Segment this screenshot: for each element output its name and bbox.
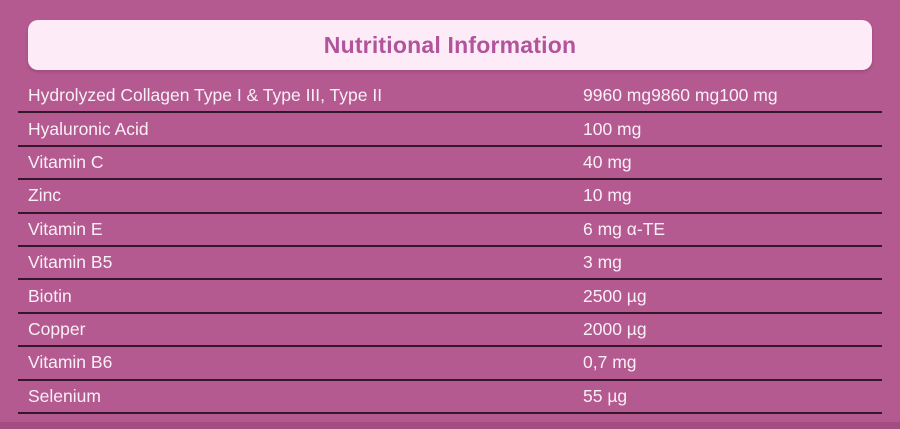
nutrient-name: Vitamin B6 (28, 352, 113, 373)
nutrient-name: Zinc (28, 185, 62, 206)
nutrient-name: Vitamin B5 (28, 252, 113, 273)
nutrient-amount: 6 mg α-TE (583, 218, 666, 239)
table-row: Copper 2000 µg (18, 314, 882, 348)
nutrient-name: Hyaluronic Acid (28, 118, 149, 139)
nutrient-amount: 0,7 mg (583, 352, 637, 373)
nutrient-name: Vitamin E (28, 218, 103, 239)
nutrient-name: Vitamin C (28, 151, 104, 172)
nutrient-amount: 2500 µg (583, 285, 647, 306)
nutrient-amount: 100 mg (583, 118, 642, 139)
table-row: Vitamin B5 3 mg (18, 247, 882, 281)
nutrient-name: Biotin (28, 285, 72, 306)
table-row: Zinc 10 mg (18, 180, 882, 214)
nutrient-amount: 10 mg (583, 185, 632, 206)
nutrition-table: Hydrolyzed Collagen Type I & Type III, T… (0, 80, 900, 414)
nutrient-name: Hydrolyzed Collagen Type I & Type III, T… (28, 85, 383, 106)
nutrient-name: Copper (28, 318, 86, 339)
nutrient-amount: 40 mg (583, 151, 632, 172)
nutritional-info-header: Nutritional Information (28, 20, 872, 70)
nutrient-amount: 55 µg (583, 385, 628, 406)
nutrient-amount: 9960 mg9860 mg100 mg (583, 85, 778, 106)
table-row: Hyaluronic Acid 100 mg (18, 113, 882, 147)
table-row: Vitamin B6 0,7 mg (18, 347, 882, 381)
page-title: Nutritional Information (323, 31, 577, 58)
table-row: Hydrolyzed Collagen Type I & Type III, T… (18, 80, 882, 114)
nutrient-amount: 2000 µg (583, 318, 647, 339)
bottom-edge-strip (0, 422, 900, 429)
table-row: Vitamin C 40 mg (18, 147, 882, 181)
nutrient-name: Selenium (28, 385, 101, 406)
table-row: Biotin 2500 µg (18, 280, 882, 314)
nutrient-amount: 3 mg (583, 252, 622, 273)
table-row: Vitamin E 6 mg α-TE (18, 214, 882, 247)
table-row: Selenium 55 µg (18, 381, 882, 414)
